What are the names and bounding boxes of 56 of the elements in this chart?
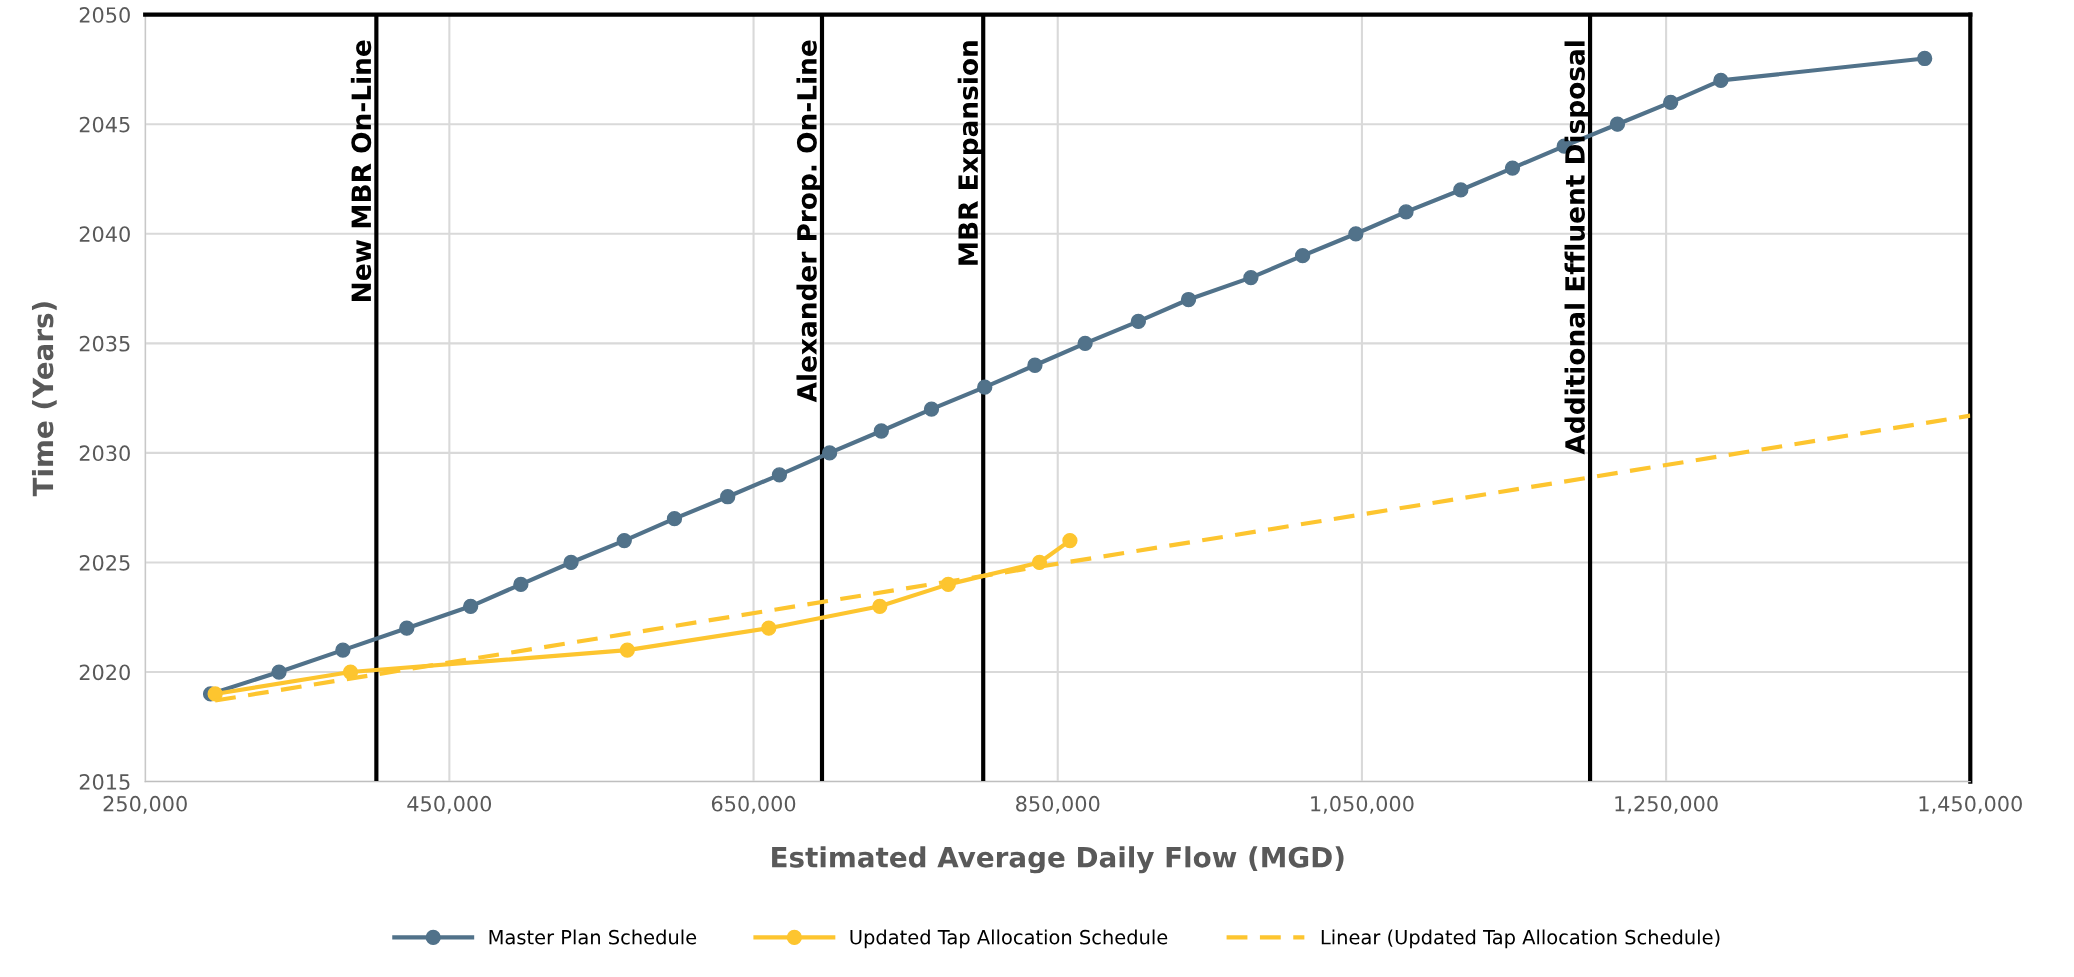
x-tick-label: 450,000 [407,795,492,814]
x-tick-label: 1,250,000 [1615,795,1718,814]
point [1504,160,1521,176]
y-tick-label: 2025 [79,554,130,571]
point [761,620,777,636]
point [1398,204,1414,220]
point [1243,269,1259,286]
point [399,620,415,636]
point [1180,291,1197,308]
point [513,576,529,593]
ref-line-label: Alexander Prop. On-Line [796,40,822,403]
point [666,511,683,527]
point [872,598,888,614]
y-tick-label: 2035 [79,335,130,352]
point [1027,357,1043,373]
y-tick-label: 2045 [79,116,130,133]
legend-label: Linear (Updated Tap Allocation Schedule) [1321,929,1720,949]
ref-line-label: New MBR On-Line [350,40,372,301]
point [720,489,736,505]
point [1453,182,1469,198]
ref-line-label: Additional Effluent Disposal [1564,41,1591,455]
y-tick-label: 2030 [79,445,130,462]
x-axis-title: Estimated Average Daily Flow (MGD) [772,846,1344,874]
y-tick-label: 2050 [79,7,130,23]
legend-label: Master Plan Schedule [489,929,697,945]
point [1130,313,1146,330]
point [977,379,993,395]
point [616,532,632,549]
point [1713,72,1729,89]
point [1348,226,1364,242]
x-tick-label: 1,450,000 [1919,795,2022,814]
point [1294,248,1311,264]
x-tick-label: 850,000 [1016,795,1100,814]
point [771,467,788,483]
ref-line-label: MBR Expansion [957,41,984,265]
point [463,598,479,614]
point [923,401,940,417]
point [271,664,287,680]
legend-label: Updated Tap Allocation Schedule [850,929,1168,949]
y-axis-title: Time (Years) [31,302,57,497]
point [821,445,838,461]
y-tick-label: 2020 [79,664,130,681]
point [619,642,635,658]
point [1062,532,1078,549]
point [563,554,579,571]
point [335,642,351,658]
x-tick-label: 650,000 [711,795,796,814]
point [1077,335,1093,351]
point [1917,50,1933,67]
point [1609,116,1626,132]
y-tick-label: 2040 [79,226,130,242]
point [873,423,889,439]
x-tick-label: 1,050,000 [1311,795,1414,814]
x-tick-label: 250,000 [103,795,187,814]
y-tick-label: 2015 [79,774,130,790]
point [1663,94,1679,110]
